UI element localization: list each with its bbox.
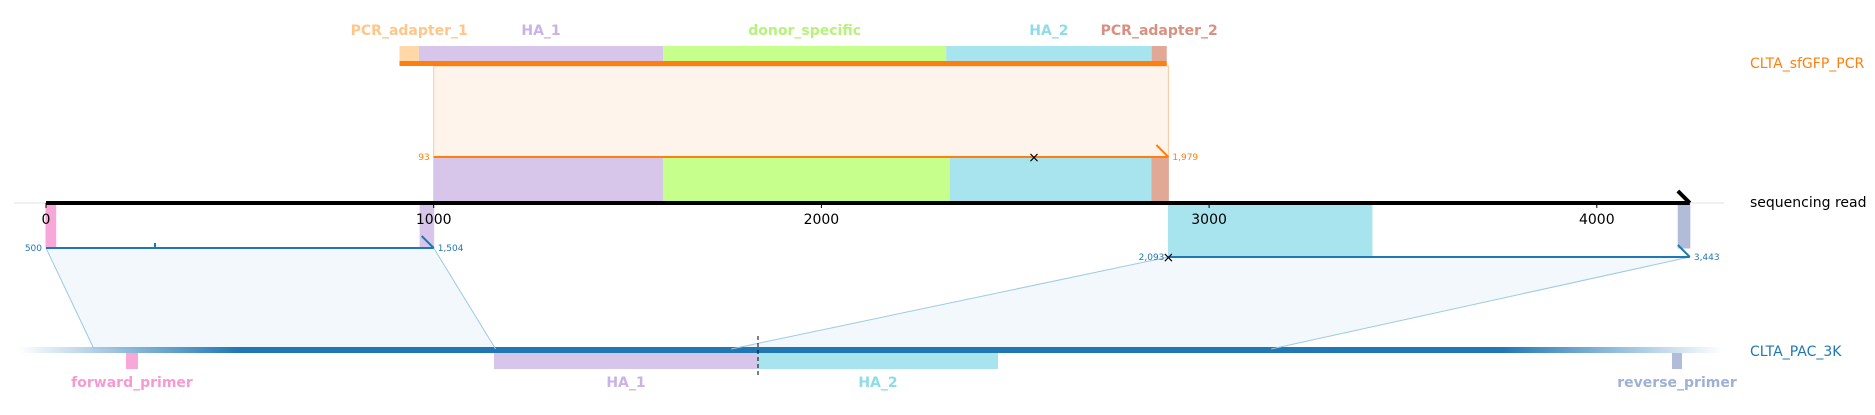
- bottom-feature-label: forward_primer: [71, 375, 193, 391]
- text-layer: PCR_adapter_1 HA_1 donor_specific HA_2 PCR_a…: [25, 23, 1737, 391]
- mismatch-marker: ×: [1163, 250, 1175, 266]
- top-feature-HA-1: [418, 46, 664, 61]
- reference-arrow: [1676, 189, 1692, 205]
- reference-feature-reverse-primer: [1677, 204, 1691, 249]
- bottom-query-start-label: 2,093: [1139, 253, 1165, 263]
- reference-feature-PCR-adapter-2: [1150, 156, 1169, 202]
- bottom-query-end-label: 3,443: [1694, 253, 1720, 263]
- top-feature-label: donor_specific: [748, 23, 861, 39]
- reference-feature-HA-2: [948, 156, 1152, 202]
- reference-tick-label: 4000: [1579, 212, 1615, 228]
- bottom-feature-label: HA_1: [606, 375, 645, 391]
- bottom-alignment-wedge: [731, 257, 1690, 349]
- top-feature-label: PCR_adapter_2: [1101, 23, 1218, 39]
- wedge-edge-right: [1271, 256, 1690, 350]
- top-feature-label: HA_2: [1029, 23, 1068, 39]
- top-alignment-box: [433, 65, 1169, 158]
- top-feature-label: HA_1: [521, 23, 560, 39]
- bottom-target-name: CLTA_PAC_3K: [1750, 344, 1842, 360]
- reference-feature-HA-1: [433, 156, 663, 202]
- reference-feature-donor-specific: [661, 156, 950, 202]
- background-layer: [46, 65, 1690, 349]
- reference-tick-label: 1000: [416, 212, 452, 228]
- bottom-target-bar: [18, 347, 1723, 353]
- bottom-query-end-label: 1,504: [438, 244, 464, 254]
- bottom-feature-HA-1: [494, 353, 758, 369]
- bottom-alignment-wedge: [46, 248, 496, 349]
- bottom-query-start-label: 500: [25, 244, 42, 254]
- top-feature-donor-specific: [663, 46, 947, 61]
- feature-layer: [18, 46, 1723, 369]
- line-layer: [14, 144, 1724, 376]
- bottom-alignment-arrow: [1677, 244, 1691, 258]
- wedge-edge-right: [433, 247, 497, 350]
- reference-tick-label: 3000: [1191, 212, 1227, 228]
- top-feature-label: PCR_adapter_1: [351, 23, 468, 39]
- bottom-feature-label: reverse_primer: [1617, 375, 1737, 391]
- top-alignment-arrow: [1155, 144, 1170, 158]
- bottom-feature-forward-primer: [126, 353, 138, 369]
- wedge-edge-left: [731, 256, 1169, 350]
- top-target-name: CLTA_sfGFP_PCR: [1750, 56, 1864, 72]
- wedge-edge-left: [45, 247, 95, 350]
- bottom-feature-HA-2: [758, 353, 998, 369]
- top-feature-PCR-adapter-1: [399, 46, 419, 61]
- top-feature-HA-2: [946, 46, 1152, 61]
- top-feature-PCR-adapter-2: [1151, 46, 1167, 61]
- top-query-end-label: 1,979: [1172, 153, 1198, 163]
- top-target-bar: [399, 61, 1167, 66]
- reference-name: sequencing read: [1750, 195, 1866, 211]
- mismatch-marker: ×: [1028, 150, 1040, 166]
- bottom-feature-reverse-primer: [1672, 353, 1682, 369]
- top-query-start-label: 93: [418, 153, 429, 163]
- bottom-alignment-arrow: [420, 235, 435, 249]
- reference-tick-label: 0: [42, 212, 51, 228]
- bottom-feature-label: HA_2: [858, 375, 897, 391]
- reference-tick-label: 2000: [804, 212, 840, 228]
